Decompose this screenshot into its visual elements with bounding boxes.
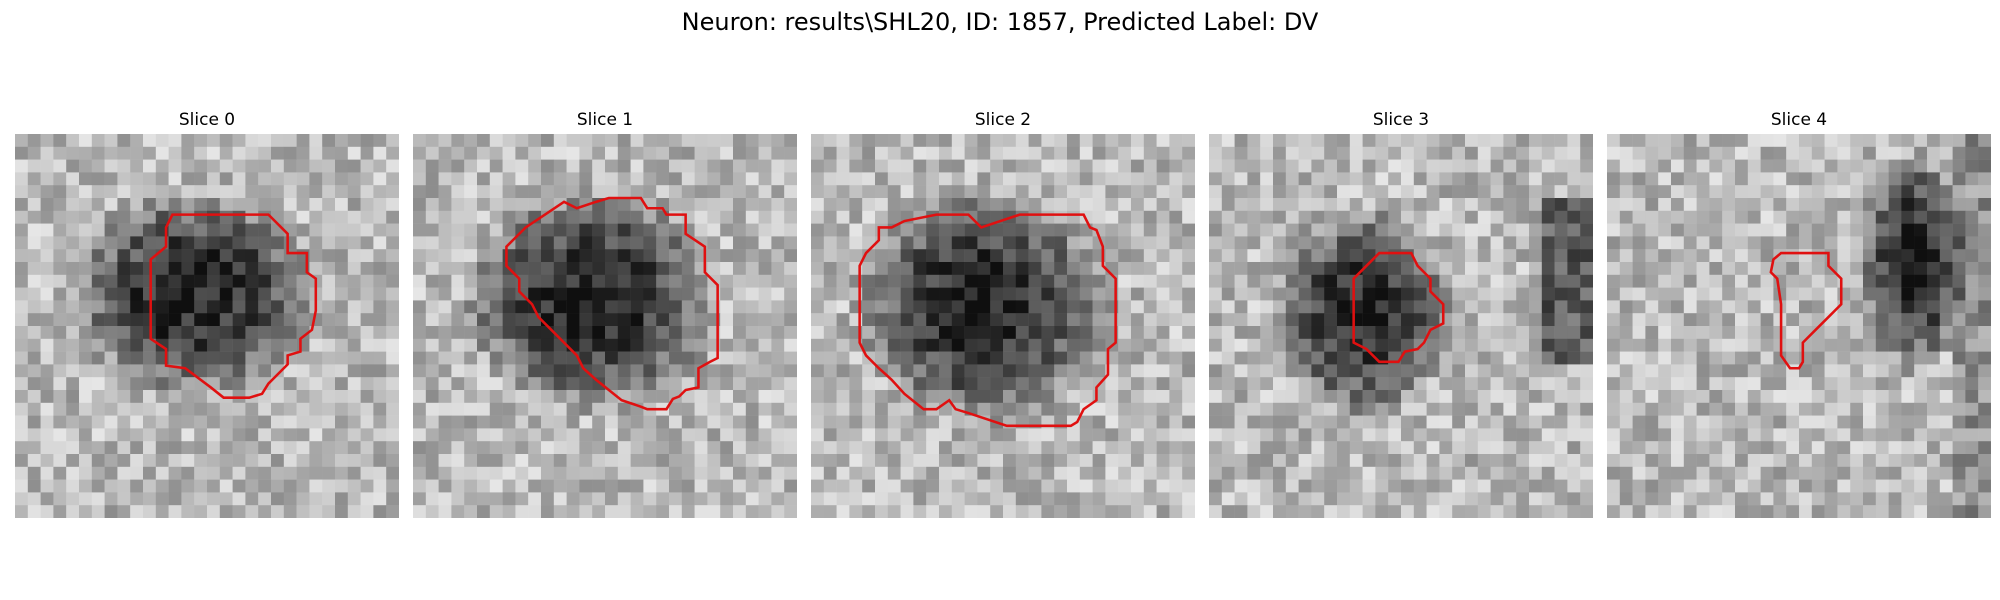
slice-title-3: Slice 3	[1372, 110, 1430, 130]
slice-title-0: Slice 0	[178, 110, 236, 130]
figure-title: Neuron: results\SHL20, ID: 1857, Predict…	[681, 8, 1319, 36]
slice-contour-3	[1352, 251, 1445, 364]
slice-pixels-1	[413, 134, 797, 518]
slice-pixels-2	[811, 134, 1195, 518]
slice-title-1: Slice 1	[576, 110, 634, 130]
slice-title-2: Slice 2	[974, 110, 1032, 130]
slice-pixels-0	[15, 134, 399, 518]
slice-title-4: Slice 4	[1770, 110, 1828, 130]
slice-panel-0: Slice 0	[15, 108, 399, 518]
slice-contour-2	[858, 213, 1117, 428]
slice-pixels-3	[1209, 134, 1593, 518]
slice-panel-2: Slice 2	[811, 108, 1195, 518]
slice-image-1	[413, 134, 797, 518]
slice-image-4	[1607, 134, 1991, 518]
slice-pixels-4	[1607, 134, 1991, 518]
slice-panel-1: Slice 1	[413, 108, 797, 518]
slice-panel-3: Slice 3	[1209, 108, 1593, 518]
slice-contour-4	[1769, 251, 1843, 370]
slice-image-2	[811, 134, 1195, 518]
slice-image-3	[1209, 134, 1593, 518]
slice-image-0	[15, 134, 399, 518]
slice-contour-1	[505, 196, 719, 411]
slice-contour-0	[149, 213, 318, 399]
slice-panel-4: Slice 4	[1607, 108, 1991, 518]
